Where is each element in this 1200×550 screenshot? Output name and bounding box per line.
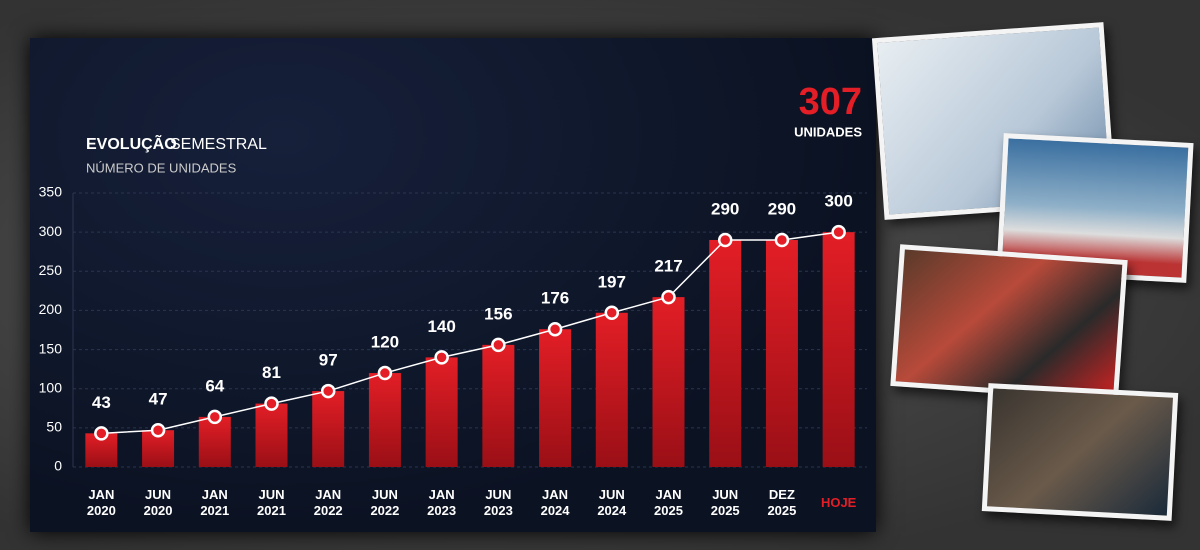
y-tick-label: 300 [39, 223, 63, 239]
value-label: 64 [205, 376, 224, 395]
bar [709, 239, 742, 467]
x-tick-label: JUN 2021 [257, 487, 286, 518]
x-tick-label: JUN 2025 [710, 487, 740, 518]
value-label: 300 [824, 192, 852, 211]
value-label: 176 [541, 289, 569, 308]
y-tick-label: 0 [54, 458, 62, 474]
x-tick-label: HOJE [820, 495, 857, 510]
x-tick-label: JUN 2020 [143, 487, 173, 518]
chart: EVOLUÇÃO SEMESTRAL NÚMERO DE UNIDADES 30… [39, 81, 867, 474]
chart-subtitle: NÚMERO DE UNIDADES [86, 160, 237, 175]
bar [255, 403, 288, 467]
point [377, 365, 393, 381]
point [207, 409, 223, 425]
y-tick-label: 150 [39, 340, 63, 356]
x-tick-label: JUN 2023 [483, 487, 513, 518]
point [604, 305, 620, 321]
bar [539, 329, 572, 467]
x-tick-label: JUN 2022 [370, 487, 400, 518]
headline: 307 [799, 81, 862, 123]
x-tick-label: JUN 2024 [597, 487, 627, 518]
point [434, 350, 449, 365]
chart-title-strong: EVOLUÇÃO [86, 133, 177, 153]
bar [822, 232, 855, 467]
x-tick-label: JAN 2025 [654, 487, 683, 518]
value-label: 290 [768, 199, 796, 218]
bar [312, 391, 345, 467]
point [264, 396, 279, 411]
headline-label: UNIDADES [794, 124, 862, 139]
line [101, 231, 839, 435]
value-label: 47 [149, 390, 168, 409]
value-label: 81 [262, 363, 281, 382]
value-label: 290 [711, 199, 739, 218]
bar [198, 416, 231, 467]
x-tick-label: JAN 2022 [313, 487, 343, 518]
bar [425, 357, 458, 467]
x-tick-label: JAN 2024 [540, 487, 570, 518]
bar [482, 344, 515, 467]
chart-title: SEMESTRAL [170, 136, 267, 153]
point [547, 321, 563, 337]
point [774, 232, 790, 248]
point [831, 224, 846, 240]
point [661, 289, 676, 305]
y-tick-label: 250 [39, 262, 63, 278]
point [150, 422, 166, 438]
y-tick-label: 50 [46, 419, 62, 435]
x-tick-label: JAN 2021 [200, 487, 230, 518]
value-label: 217 [654, 257, 682, 276]
bar [595, 312, 628, 467]
value-label: 43 [92, 393, 111, 412]
x-tick-label: JAN 2023 [427, 487, 457, 518]
photo [890, 244, 1128, 402]
point [320, 383, 336, 399]
y-tick-label: 350 [39, 184, 63, 200]
point [717, 232, 733, 248]
point [94, 426, 109, 441]
bar [368, 373, 401, 467]
x-tick-label: JAN 2020 [86, 487, 116, 518]
value-label: 97 [319, 351, 338, 370]
bar [652, 297, 685, 467]
y-tick-label: 100 [39, 379, 63, 395]
value-label: 197 [598, 272, 626, 291]
x-tick-label: DEZ 2025 [767, 487, 797, 518]
value-label: 156 [484, 304, 512, 323]
point [491, 337, 506, 353]
value-label: 140 [427, 317, 455, 336]
photo [981, 383, 1179, 521]
value-label: 120 [371, 333, 399, 352]
bar [765, 239, 798, 467]
y-tick-label: 200 [39, 301, 63, 317]
